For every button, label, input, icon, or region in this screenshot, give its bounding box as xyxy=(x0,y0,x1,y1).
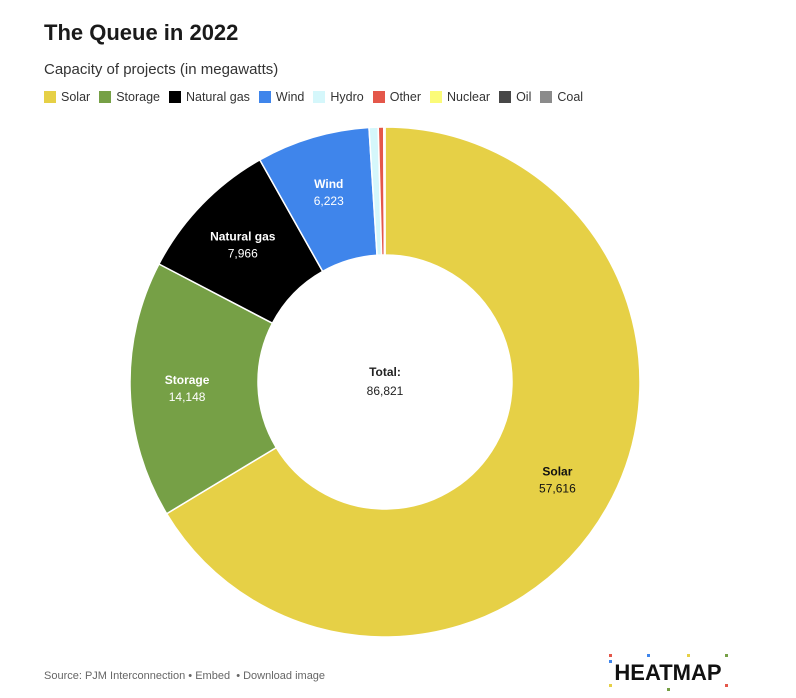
logo-dot xyxy=(687,654,690,657)
logo-dot xyxy=(609,684,612,687)
logo-dot xyxy=(667,688,670,691)
legend-item-hydro[interactable]: Hydro xyxy=(313,90,364,104)
legend-label: Solar xyxy=(61,90,91,104)
logo-dot xyxy=(725,684,728,687)
slice-label-name: Storage xyxy=(165,373,210,387)
logo-text: HEATMAP xyxy=(614,660,721,685)
legend-item-wind[interactable]: Wind xyxy=(258,90,305,104)
legend-label: Natural gas xyxy=(185,90,250,104)
logo-dot xyxy=(609,660,612,663)
center-total-value: 86,821 xyxy=(367,384,404,398)
slice-solar[interactable] xyxy=(165,126,641,638)
slice-storage[interactable] xyxy=(129,262,278,515)
slice-label-name: Solar xyxy=(542,464,572,478)
chart-title: The Queue in 2022 xyxy=(44,20,239,45)
legend-swatch xyxy=(44,91,56,103)
legend-item-natural-gas[interactable]: Natural gas xyxy=(168,90,250,104)
slice-label-value: 57,616 xyxy=(539,481,576,495)
legend-item-nuclear[interactable]: Nuclear xyxy=(430,90,490,104)
legend-swatch xyxy=(168,91,181,103)
slice-label-name: Wind xyxy=(314,177,343,191)
slice-label-value: 7,966 xyxy=(228,246,258,260)
legend-item-oil[interactable]: Oil xyxy=(499,90,531,104)
slice-label-value: 14,148 xyxy=(169,390,206,404)
center-total-label: Total: xyxy=(369,365,401,379)
legend-swatch xyxy=(372,91,385,103)
legend-label: Oil xyxy=(516,90,532,104)
footer-separator: • xyxy=(185,670,196,682)
legend-swatch xyxy=(313,91,326,103)
embed-link[interactable]: Embed xyxy=(195,670,231,682)
slice-label-name: Natural gas xyxy=(210,229,276,243)
footer-separator: • xyxy=(230,670,244,682)
heatmap-logo: HEATMAP xyxy=(609,654,728,691)
slice-label-value: 6,223 xyxy=(314,194,344,208)
legend-swatch xyxy=(258,91,271,103)
legend: Solar Storage Natural gas Wind Hydro Other Nuc… xyxy=(44,90,592,104)
legend-swatch xyxy=(99,91,112,103)
legend-label: Coal xyxy=(557,90,584,104)
legend-label: Other xyxy=(389,90,421,104)
legend-item-solar[interactable]: Solar xyxy=(44,90,90,104)
legend-swatch xyxy=(499,91,512,103)
legend-label: Hydro xyxy=(330,90,364,104)
logo-dot xyxy=(725,654,728,657)
logo-dot xyxy=(609,654,612,657)
legend-swatch xyxy=(540,91,553,103)
logo-dot xyxy=(647,654,650,657)
legend-swatch xyxy=(430,91,442,103)
legend-item-storage[interactable]: Storage xyxy=(99,90,160,104)
legend-label: Nuclear xyxy=(447,90,491,104)
chart-subtitle: Capacity of projects (in megawatts) xyxy=(44,61,279,78)
download-image-link[interactable]: Download image xyxy=(243,670,326,682)
legend-item-other[interactable]: Other xyxy=(372,90,421,104)
legend-label: Wind xyxy=(275,90,305,104)
footer: Source: PJM Interconnection • Embed • Do… xyxy=(44,670,325,682)
legend-label: Storage xyxy=(116,90,160,104)
legend-item-coal[interactable]: Coal xyxy=(540,90,583,104)
source-text: Source: PJM Interconnection xyxy=(44,670,186,682)
